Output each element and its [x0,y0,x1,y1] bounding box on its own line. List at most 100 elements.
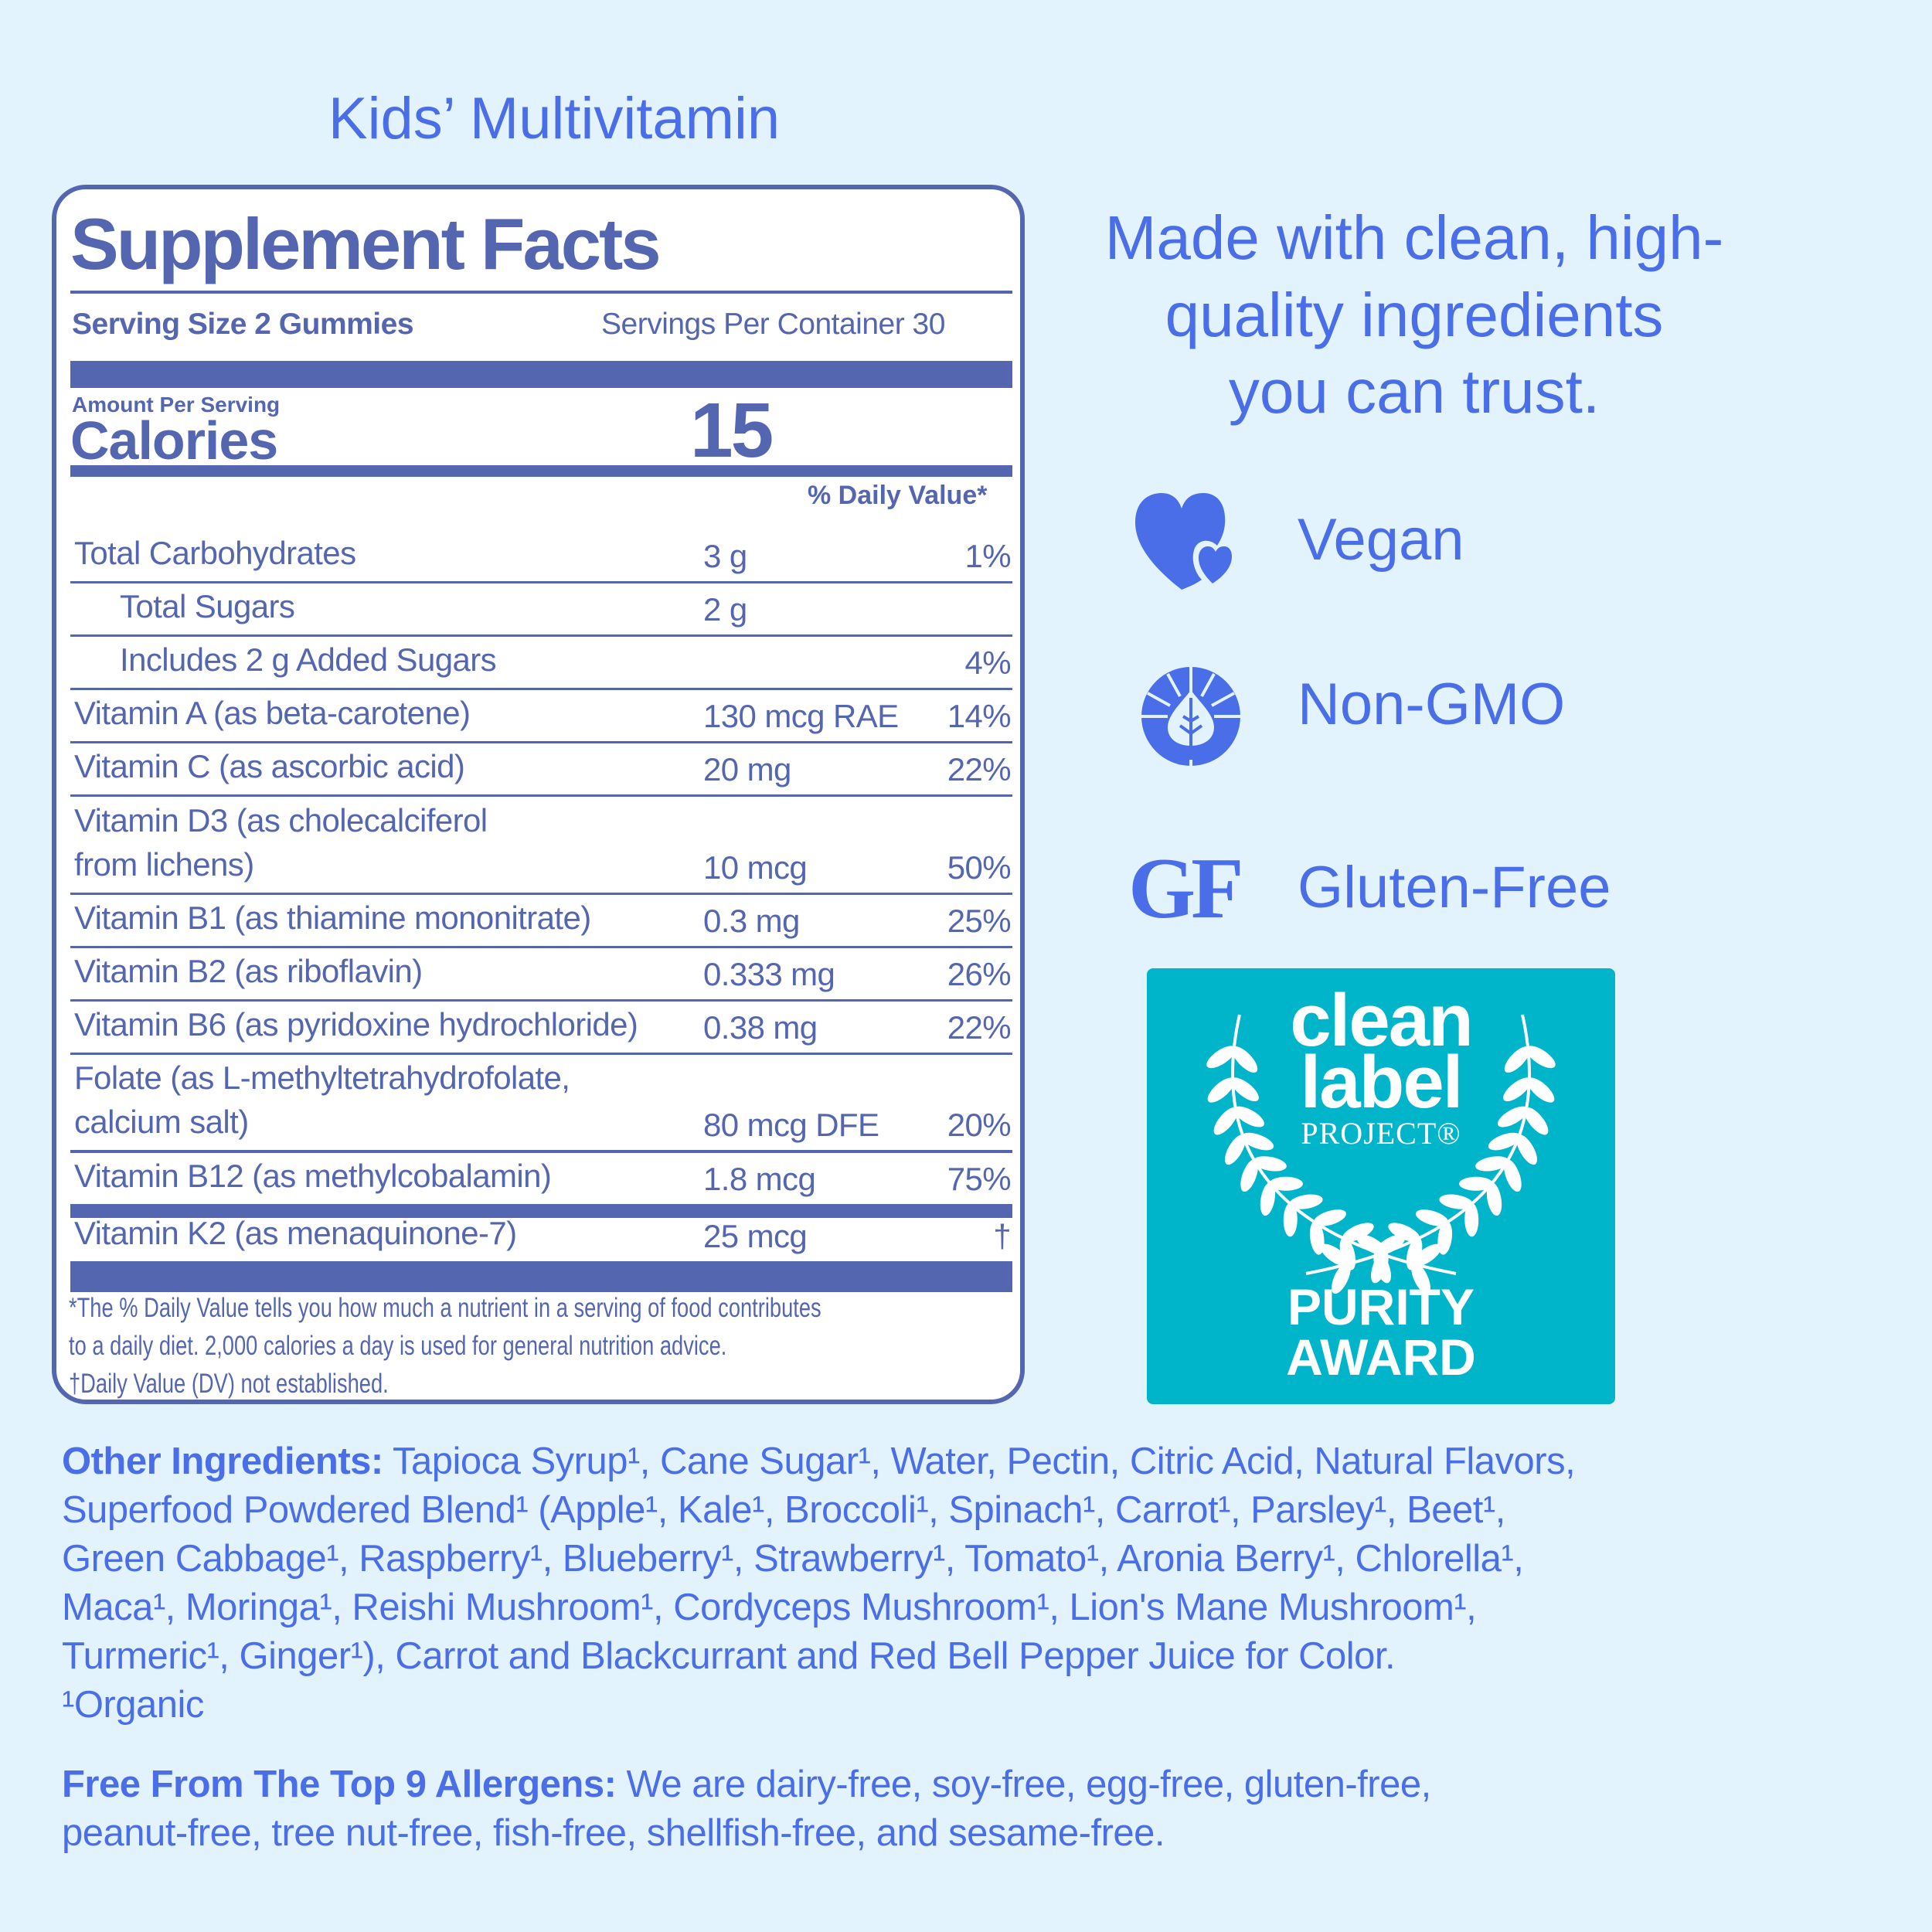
nutrient-daily-value: 22% [947,1009,1012,1046]
laurel-leaf [1459,1176,1494,1191]
laurel-leaf [1356,1234,1387,1256]
nutrient-row: Total Sugars 2 g [70,583,1012,637]
nutrient-daily-value: 1% [964,538,1011,574]
thick-divider [70,1206,1012,1218]
claim-vegan: Vegan [1298,507,1464,573]
nutrient-name-line: Vitamin K2 (as menaquinone-7) [74,1215,517,1251]
laurel-leaf [1253,1156,1287,1172]
headline-line: quality ingredients [1165,281,1664,349]
nutrient-row: Includes 2 g Added Sugars 4% [70,637,1012,690]
thick-divider [70,361,1012,388]
nutrient-amount: 25 mcg [703,1218,808,1254]
laurel-leaf [1406,1236,1423,1270]
nutrient-name: Vitamin A (as beta-carotene) [74,691,471,735]
nutrient-daily-value: 75% [947,1161,1012,1197]
laurel-leaf [1411,1262,1430,1294]
nutrient-amount: 0.333 mg [703,956,835,992]
laurel-leaf [1371,1250,1389,1284]
nutrient-amount: 0.3 mg [703,903,800,939]
nutrient-daily-value: 25% [947,903,1012,939]
footnote-line: to a daily diet. 2,000 calories a day is… [69,1331,727,1361]
laurel-leaf [1475,1156,1509,1172]
nutrient-name-line: Vitamin C (as ascorbic acid) [74,748,465,784]
calories-label: Calories [70,410,278,471]
nutrient-daily-value: 14% [947,698,1012,734]
nutrient-name: Vitamin B1 (as thiamine mononitrate) [74,896,591,940]
footnote-line: †Daily Value (DV) not established. [69,1369,389,1399]
laurel-leaf [1260,1182,1276,1216]
badge-clean: clean [1290,979,1473,1062]
laurel-leaf [1332,1262,1351,1294]
nutrient-row: Vitamin B6 (as pyridoxine hydrochloride)… [70,1002,1012,1055]
laurel-leaf [1313,1209,1347,1226]
laurel-leaf [1240,1159,1258,1192]
laurel-leaf [1207,1077,1235,1103]
nutrient-name: Folate (as L-methyltetrahydrofolate, calc… [74,1056,570,1144]
laurel-leaf [1503,1077,1532,1102]
ingredients-line: Turmeric¹, Ginger¹), Carrot and Blackcur… [62,1635,1396,1677]
medium-divider [70,465,1012,477]
calories-value: 15 [690,387,774,474]
nutrient-daily-value: † [993,1218,1011,1254]
nutrient-name: Vitamin C (as ascorbic acid) [74,744,465,788]
nutrient-amount: 3 g [703,538,747,574]
laurel-leaf [1233,1106,1265,1128]
nutrient-amount: 2 g [703,591,747,628]
laurel-leaf [1213,1107,1238,1135]
nutrient-name-line: Vitamin B12 (as methylcobalamin) [74,1158,552,1194]
nutrient-row: Vitamin C (as ascorbic acid) 20 mg 22% [70,743,1012,797]
footnote: *The % Daily Value tells you how much a … [69,1289,821,1403]
laurel-leaf [1516,1134,1538,1165]
nutrient-name: Vitamin K2 (as menaquinone-7) [74,1211,517,1255]
organic-note: ¹Organic [62,1684,204,1726]
laurel-leaf [1388,1223,1420,1242]
laurel-leaf [1224,1134,1246,1165]
nutrient-name: Vitamin B12 (as methylcobalamin) [74,1154,552,1198]
laurel-leaf [1504,1159,1522,1192]
nutrient-name-line: Vitamin B2 (as riboflavin) [74,953,423,989]
other-ingredients: Other Ingredients: Tapioca Syrup¹, Cane … [62,1437,1576,1730]
nutrient-name: Vitamin D3 (as cholecalciferol from liche… [74,798,488,886]
laurel-leaf [1488,1132,1521,1151]
ingredients-label: Other Ingredients: [62,1440,383,1482]
nutrient-name-line: Vitamin B1 (as thiamine mononitrate) [74,900,591,936]
nutrient-row: Vitamin B12 (as methylcobalamin) 1.8 mcg 7… [70,1153,1012,1206]
nutrient-amount: 1.8 mcg [703,1161,816,1197]
ingredients-line: Green Cabbage¹, Raspberry¹, Blueberry¹, … [62,1538,1524,1580]
headline-line: Made with clean, high- [1104,203,1724,272]
footnote-line: *The % Daily Value tells you how much a … [69,1293,821,1323]
laurel-leaf [1342,1223,1374,1242]
nutrient-daily-value: 4% [964,645,1011,681]
product-title: Kids’ Multivitamin [328,86,781,151]
laurel-leaf [1283,1202,1298,1237]
nutrient-table: Total Carbohydrates 3 g 1% Total Sugars 2 g I… [70,530,1012,1292]
amount-per-serving: Amount Per Serving [72,393,281,417]
badge-purity: PURITY [1287,1278,1475,1335]
claim-non-gmo: Non-GMO [1298,672,1566,737]
laurel-leaf [1206,1046,1236,1069]
hearts-icon [1135,493,1232,590]
badge-label: label [1300,1041,1464,1124]
laurel-leaf [1524,1107,1549,1135]
nutrient-name-line: from lichens) [74,846,254,883]
headline-line: you can trust. [1228,357,1600,426]
bottom-bar [70,1261,1012,1292]
nutrient-name-line: Total Sugars [120,588,295,624]
laurel-leaf [1230,1077,1259,1102]
laurel-leaf [1415,1209,1449,1226]
laurel-leaf [1497,1106,1529,1128]
claim-gluten-free: Gluten-Free [1298,855,1611,920]
laurel-leaf [1320,1243,1350,1267]
nutrient-name-line: Includes 2 g Added Sugars [120,641,497,678]
nutrient-amount: 10 mcg [703,849,808,886]
laurel-leaf [1464,1202,1479,1237]
nutrient-row: Vitamin B2 (as riboflavin) 0.333 mg 26% [70,948,1012,1002]
nutrient-daily-value: 50% [947,849,1012,886]
daily-value-header: % Daily Value* [808,481,988,510]
nutrient-name-line: Total Carbohydrates [74,535,356,571]
divider [70,291,1012,294]
ingredients-line: Maca¹, Moringa¹, Reishi Mushroom¹, Cordy… [62,1587,1477,1628]
nutrient-name: Vitamin B2 (as riboflavin) [74,949,423,993]
nutrient-name-line: Vitamin D3 (as cholecalciferol [74,802,488,838]
ingredients-line: Superfood Powdered Blend¹ (Apple¹, Kale¹… [62,1489,1505,1531]
